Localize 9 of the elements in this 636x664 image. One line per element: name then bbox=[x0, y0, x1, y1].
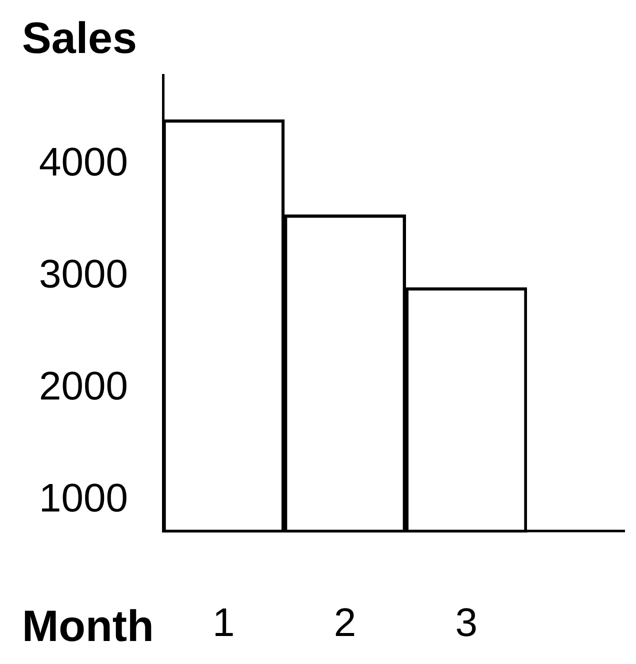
y-tick-label: 1000 bbox=[39, 476, 128, 520]
x-tick-label: 2 bbox=[334, 601, 356, 646]
y-tick-label: 3000 bbox=[39, 252, 128, 296]
y-tick-label: 4000 bbox=[39, 140, 128, 185]
chart-title: Sales bbox=[22, 14, 137, 64]
x-tick-label: 1 bbox=[212, 601, 235, 646]
y-tick-label: 2000 bbox=[39, 364, 128, 408]
x-axis-title: Month bbox=[22, 602, 154, 652]
x-tick-label: 3 bbox=[455, 601, 478, 646]
